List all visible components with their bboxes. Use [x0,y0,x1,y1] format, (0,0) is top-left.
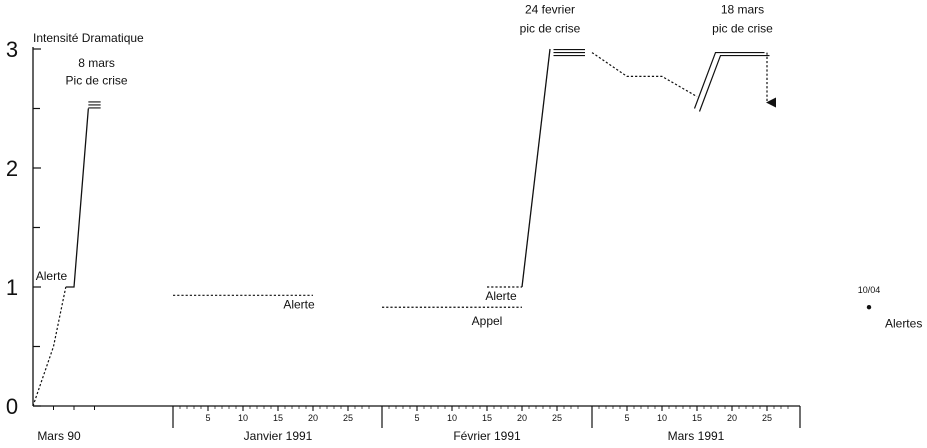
x-day-label: 25 [552,413,562,423]
x-day-label: 15 [482,413,492,423]
x-day-label: 5 [414,413,419,423]
chart-marks [32,48,872,407]
chart-labels: 0 1 2 3 Intensité Dramatique 5 10 15 20 25 5 10 15 20… [6,2,922,443]
x-day-label: 25 [762,413,772,423]
x-period-label: Mars 1991 [668,429,725,443]
alert-point [866,305,872,310]
annotation-label: 10/04 [858,285,881,295]
y-tick-label: 0 [6,394,18,419]
crisis-double-line [693,51,765,109]
x-period-label: Janvier 1991 [244,429,313,443]
x-day-label: 5 [205,413,210,423]
x-day-label: 5 [624,413,629,423]
axes [32,47,801,428]
x-day-label: 20 [517,413,527,423]
x-period-label: Mars 90 [37,429,81,443]
x-period-label: Février 1991 [453,429,521,443]
annotation-label: Alertes [885,316,922,330]
annotation-label: 24 fevrier [525,2,575,16]
y-tick-label: 3 [6,37,18,62]
x-day-label: 10 [447,413,457,423]
annotation-label: Pic de crise [66,74,128,88]
annotation-label: Alerte [283,297,315,311]
x-day-label: 20 [727,413,737,423]
x-day-label: 10 [238,413,248,423]
x-day-label: 20 [308,413,318,423]
annotation-label: Alerte [485,289,517,303]
y-tick-label: 2 [6,156,18,181]
crisis-double-line [698,54,770,112]
annotation-label: Alerte [36,269,68,283]
solid-series-line [65,108,89,288]
annotation-label: 18 mars [721,2,764,16]
annotation-label: Appel [472,314,503,328]
annotation-label: pic de crise [520,21,581,35]
y-tick-label: 1 [6,275,18,300]
x-day-label: 15 [692,413,702,423]
x-day-label: 10 [657,413,667,423]
x-day-label: 25 [343,413,353,423]
annotation-label: pic de crise [712,21,773,35]
dashed-series-line [591,52,698,98]
solid-series-line [521,48,551,288]
annotation-label: 8 mars [78,56,115,70]
y-axis-label: Intensité Dramatique [33,31,144,45]
x-day-label: 15 [273,413,283,423]
